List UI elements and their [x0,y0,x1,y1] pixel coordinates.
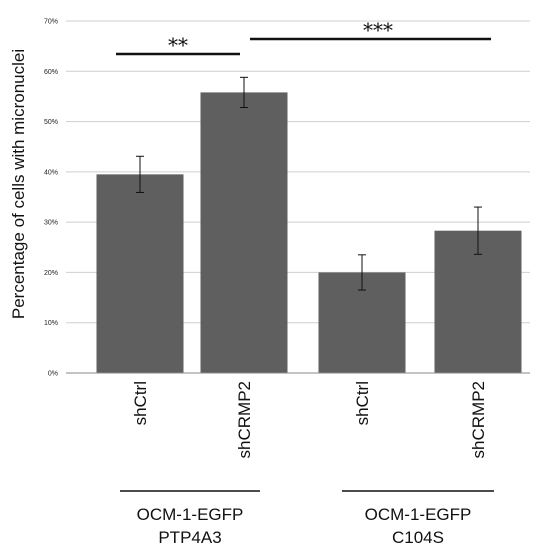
significance-brackets: ***** [116,18,491,57]
group-label-line2: PTP4A3 [158,528,221,547]
bar [200,92,288,374]
bars [96,92,522,374]
significance-label: *** [363,18,393,42]
significance-label: ** [168,33,188,57]
y-tick-label: 30% [44,220,58,227]
y-tick-label: 70% [44,19,58,26]
y-axis-ticks: 0% 10% 20% 30% 40% 50% 60% 70% [44,19,58,378]
y-tick-label: 40% [44,169,58,176]
category-label: shCRMP2 [235,381,254,458]
bar [96,174,184,373]
y-tick-label: 10% [44,320,58,327]
y-tick-label: 20% [44,270,58,277]
category-label: shCtrl [131,381,150,425]
category-label: shCRMP2 [469,381,488,458]
category-label: shCtrl [353,381,372,425]
category-labels: shCtrl shCRMP2 shCtrl shCRMP2 [131,381,488,458]
y-tick-label: 60% [44,69,58,76]
group-label-line1: OCM-1-EGFP [365,505,472,524]
group-label-line1: OCM-1-EGFP [137,505,244,524]
y-tick-label: 0% [48,371,58,378]
error-bars [136,76,482,291]
group-label-line2: C104S [392,528,444,547]
group-labels: OCM-1-EGFP PTP4A3 OCM-1-EGFP C104S [120,490,494,547]
y-axis-label: Percentage of cells with micronuclei [9,49,28,319]
y-tick-label: 50% [44,119,58,126]
